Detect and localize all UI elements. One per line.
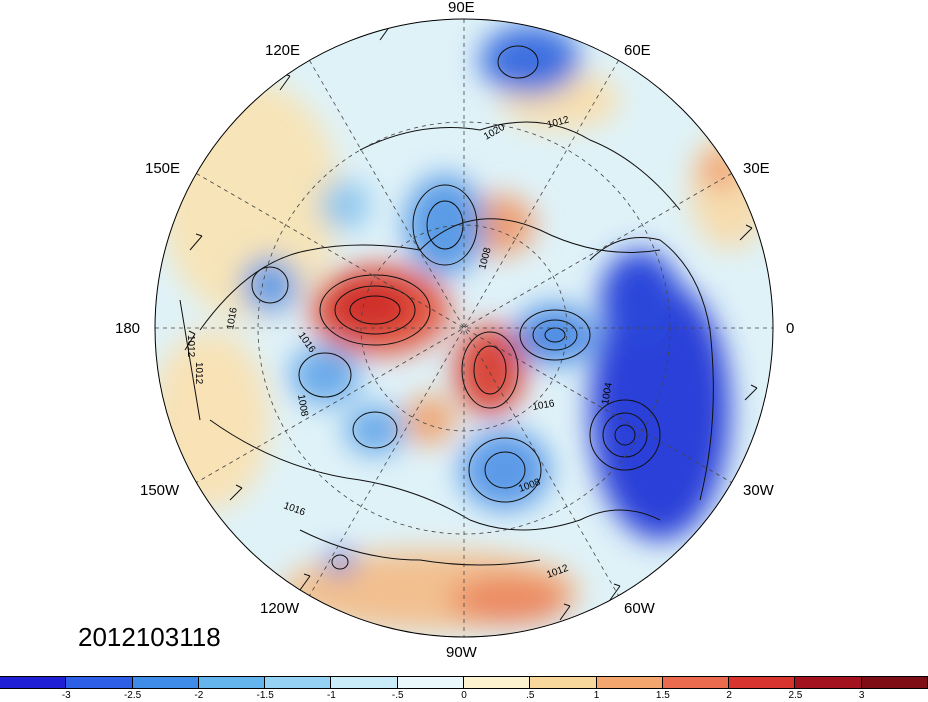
colorbar-swatch bbox=[729, 677, 796, 688]
colorbar-tick-label: 0 bbox=[461, 690, 467, 701]
longitude-label: 120E bbox=[265, 42, 301, 59]
anomaly-field bbox=[155, 19, 773, 637]
colorbar-swatch bbox=[861, 677, 928, 688]
longitude-label: 150W bbox=[140, 482, 180, 499]
map-boundary bbox=[154, 18, 774, 638]
colorbar-swatch bbox=[662, 677, 730, 688]
longitude-label: 60E bbox=[624, 42, 651, 59]
contour-label: 1016 bbox=[532, 398, 556, 413]
longitude-label: 90W bbox=[446, 644, 477, 661]
longitude-label: 90E bbox=[448, 0, 475, 16]
colorbar-tick-label: -.5 bbox=[391, 690, 404, 701]
longitude-label: 180 bbox=[115, 320, 141, 337]
longitude-label: 0 bbox=[786, 320, 795, 337]
longitude-label: 30W bbox=[743, 482, 774, 499]
colorbar-tick-label: -2 bbox=[194, 690, 204, 701]
contour-label: 1012 bbox=[185, 335, 196, 358]
colorbar-swatch bbox=[198, 677, 266, 688]
colorbar-tick-label: 1.5 bbox=[655, 690, 670, 701]
colorbar-swatch bbox=[463, 677, 531, 688]
colorbar-tick-label: -2.5 bbox=[123, 690, 142, 701]
longitude-label: 30E bbox=[743, 160, 770, 177]
longitude-label: 60W bbox=[624, 600, 655, 617]
colorbar-tick-label: -1.5 bbox=[256, 690, 274, 701]
colorbar-swatch bbox=[795, 677, 862, 688]
colorbar-tick-label: 2.5 bbox=[788, 690, 803, 701]
colorbar-swatch bbox=[265, 677, 332, 688]
colorbar-swatch bbox=[0, 677, 67, 688]
colorbar-swatch bbox=[66, 677, 133, 688]
colorbar-swatch bbox=[132, 677, 199, 688]
graticule bbox=[155, 19, 773, 637]
longitude-label: 150E bbox=[145, 160, 181, 177]
colorbar-swatch bbox=[596, 677, 663, 688]
colorbar-tick-label: 1 bbox=[593, 690, 600, 701]
date-label: 2012103118 bbox=[78, 622, 221, 652]
colorbar-tick-label: -3 bbox=[61, 690, 71, 701]
colorbar-tick-label: 3 bbox=[858, 690, 865, 701]
contour-label: 1016 bbox=[225, 306, 240, 330]
contour-label: 1008 bbox=[295, 394, 310, 418]
longitude-label: 120W bbox=[260, 600, 300, 617]
colorbar-swatch bbox=[530, 677, 597, 688]
colorbar-swatch bbox=[397, 677, 464, 688]
contour-label: 1004 bbox=[600, 381, 615, 405]
colorbar-tick-label: 2 bbox=[726, 690, 732, 701]
colorbar-tick-label: .5 bbox=[526, 690, 535, 701]
contour-label: 1012 bbox=[193, 362, 204, 385]
colorbar-tick-label: -1 bbox=[326, 690, 336, 701]
colorbar-swatch bbox=[331, 677, 398, 688]
colorbar bbox=[0, 676, 928, 689]
isobar-contours bbox=[179, 45, 714, 570]
